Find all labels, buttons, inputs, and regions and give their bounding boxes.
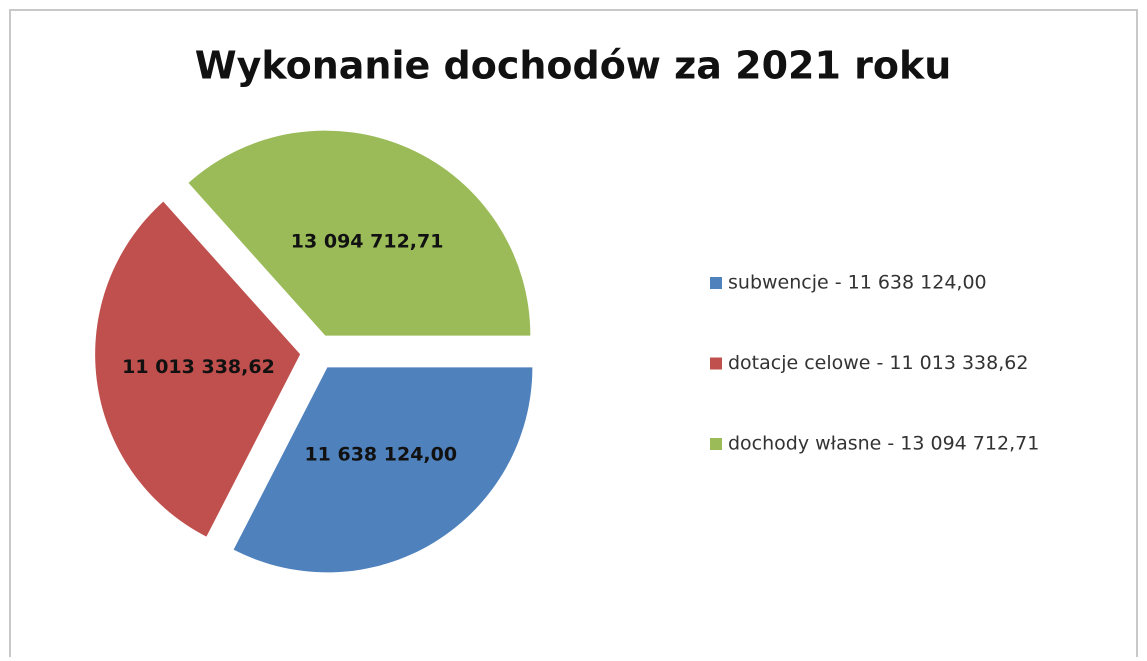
data-label: 11 638 124,00 — [304, 443, 457, 465]
legend-swatch — [710, 277, 722, 289]
pie-slice — [95, 201, 301, 537]
data-label: 11 013 338,62 — [122, 356, 275, 378]
legend-label: dotacje celowe - 11 013 338,62 — [728, 352, 1028, 374]
pie-slice — [233, 367, 533, 573]
legend-swatch — [710, 438, 722, 450]
pie-slice — [188, 130, 531, 336]
chart-title: Wykonanie dochodów za 2021 roku — [195, 44, 952, 88]
legend-swatch — [710, 357, 722, 370]
legend-label: dochody własne - 13 094 712,71 — [728, 433, 1039, 455]
legend-label: subwencje - 11 638 124,00 — [728, 272, 987, 294]
data-label: 13 094 712,71 — [291, 230, 444, 252]
